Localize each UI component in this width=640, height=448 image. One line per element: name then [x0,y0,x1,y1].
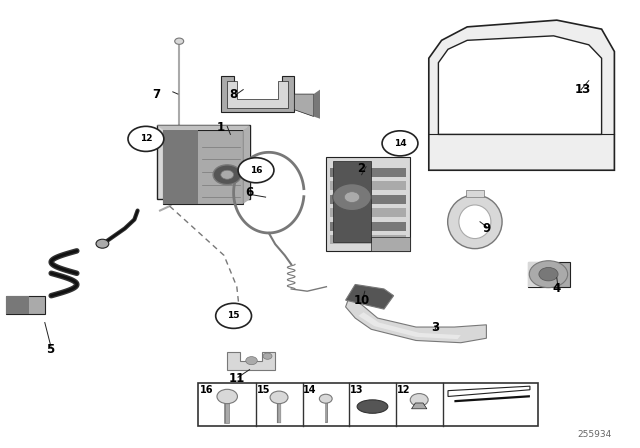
Circle shape [529,261,568,288]
Polygon shape [326,157,410,251]
Text: 12: 12 [140,134,152,143]
Circle shape [410,394,428,406]
Text: 15: 15 [257,385,270,395]
Text: 8: 8 [230,87,237,101]
Circle shape [221,170,234,179]
Ellipse shape [357,400,388,413]
Text: 11: 11 [228,372,245,385]
Circle shape [238,158,274,183]
Polygon shape [346,298,486,343]
Circle shape [382,131,418,156]
Text: 7: 7 [153,87,161,101]
Polygon shape [528,262,549,287]
Circle shape [246,357,257,365]
Polygon shape [330,235,406,244]
Polygon shape [330,195,406,204]
Polygon shape [371,237,410,251]
Text: 14: 14 [303,385,317,395]
Circle shape [96,239,109,248]
Polygon shape [330,222,406,231]
Polygon shape [454,395,530,402]
Polygon shape [163,130,198,204]
Polygon shape [6,296,45,314]
Polygon shape [333,161,371,242]
Circle shape [213,165,241,185]
Polygon shape [330,168,406,177]
Polygon shape [294,94,314,116]
Text: 16: 16 [250,166,262,175]
Circle shape [270,391,288,404]
Circle shape [217,389,237,404]
Text: 2: 2 [358,161,365,175]
Polygon shape [243,125,250,204]
Text: 3: 3 [431,320,439,334]
Polygon shape [346,284,394,309]
Polygon shape [330,208,406,217]
Text: 16: 16 [200,385,214,395]
Polygon shape [6,296,29,314]
Ellipse shape [459,205,491,238]
Polygon shape [157,125,250,130]
Text: 255934: 255934 [577,430,611,439]
Circle shape [263,353,272,359]
Polygon shape [330,181,406,190]
Text: 9: 9 [483,222,490,235]
Polygon shape [227,352,275,370]
Circle shape [128,126,164,151]
Polygon shape [412,403,427,409]
Text: 12: 12 [397,385,410,395]
Polygon shape [157,125,250,199]
Text: 5: 5 [46,343,54,356]
Text: 6: 6 [246,186,253,199]
Text: 13: 13 [574,83,591,96]
Text: 1: 1 [217,121,225,134]
Text: 13: 13 [350,385,364,395]
Text: 4: 4 [553,282,561,296]
Circle shape [539,267,558,281]
Circle shape [175,38,184,44]
Bar [198,383,538,426]
Polygon shape [221,76,294,112]
Polygon shape [429,20,614,170]
Circle shape [216,303,252,328]
Polygon shape [438,36,602,134]
Polygon shape [358,312,461,339]
Polygon shape [227,81,288,108]
Polygon shape [314,90,320,119]
Ellipse shape [448,195,502,249]
Polygon shape [163,130,243,204]
Text: 14: 14 [394,139,406,148]
Text: 15: 15 [227,311,240,320]
Polygon shape [528,262,570,287]
Circle shape [319,394,332,403]
Polygon shape [466,190,484,197]
Text: 10: 10 [353,293,370,307]
Circle shape [344,192,360,202]
Circle shape [333,184,371,211]
Polygon shape [448,386,530,396]
